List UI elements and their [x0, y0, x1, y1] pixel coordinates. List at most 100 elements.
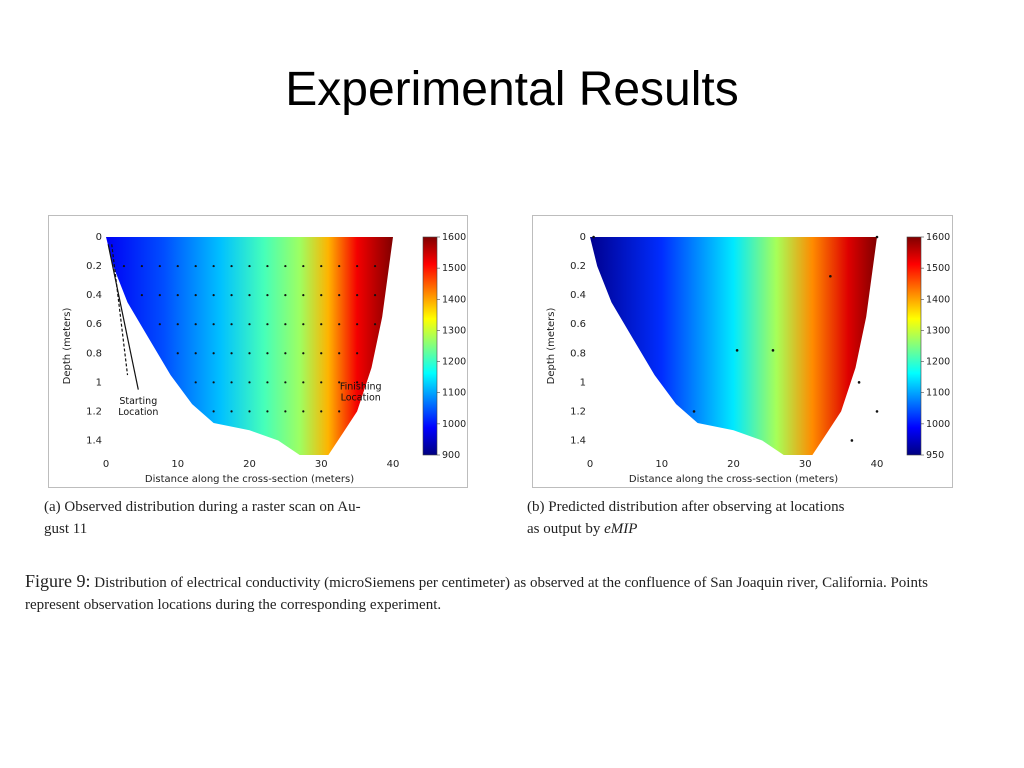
colorbar-tick-label: 950 — [926, 450, 944, 461]
observation-point — [338, 323, 341, 326]
observation-point — [356, 352, 359, 355]
observation-point — [248, 410, 251, 413]
observation-point — [302, 381, 305, 384]
observation-point — [320, 323, 323, 326]
observation-point — [284, 352, 287, 355]
colorbar-tick-label: 1300 — [926, 325, 950, 336]
observation-point — [850, 439, 854, 442]
starting-location-pointer-dashed — [111, 244, 129, 376]
y-tick-label: 0.8 — [570, 348, 586, 359]
observation-point — [248, 323, 251, 326]
colorbar-tick-label: 1500 — [442, 263, 466, 274]
y-tick-label: 0.6 — [86, 319, 102, 330]
observation-point — [302, 294, 305, 297]
slide-title: Experimental Results — [285, 63, 739, 116]
observation-point — [266, 294, 269, 297]
y-axis-label: Depth (meters) — [546, 308, 557, 385]
colorbar-tick-label: 1100 — [926, 388, 950, 399]
observation-point — [230, 381, 233, 384]
figure-text: Distribution of electrical conductivity … — [25, 575, 928, 613]
y-tick-label: 1 — [96, 377, 102, 388]
y-tick-label: 1.2 — [570, 406, 586, 417]
observation-point — [266, 410, 269, 413]
observation-point — [320, 352, 323, 355]
y-tick-label: 0 — [580, 232, 586, 243]
colorbar — [906, 236, 922, 456]
observation-point — [266, 323, 269, 326]
observation-point — [356, 294, 359, 297]
observation-point — [266, 381, 269, 384]
observation-point — [212, 352, 215, 355]
figure-caption: Figure 9: Distribution of electrical con… — [25, 570, 980, 616]
observation-point — [176, 264, 179, 268]
observation-point — [194, 294, 197, 297]
caption-b-line1: (b) Predicted distribution after observi… — [527, 499, 845, 515]
y-tick-label: 1 — [580, 377, 586, 388]
observation-point — [230, 352, 233, 355]
observation-point — [302, 410, 305, 413]
starting-location-pointer — [107, 244, 139, 390]
observation-point — [140, 294, 143, 297]
observation-point — [266, 352, 269, 355]
observation-point — [338, 352, 341, 355]
y-tick-label: 0.2 — [86, 261, 102, 272]
observation-point — [158, 294, 161, 297]
caption-b: (b) Predicted distribution after observi… — [527, 496, 959, 540]
observation-point — [194, 381, 197, 384]
y-axis-label: Depth (meters) — [62, 308, 73, 385]
observation-point — [230, 264, 233, 268]
colorbar-tick-label: 1000 — [926, 419, 950, 430]
x-tick-label: 10 — [655, 459, 668, 470]
colorbar-tick-label: 900 — [442, 450, 460, 461]
observation-point — [140, 264, 143, 268]
observation-point — [248, 381, 251, 384]
y-tick-label: 1.2 — [86, 406, 102, 417]
colorbar — [422, 236, 438, 456]
chart-predicted-distribution: 0 10 20 30 40 0 0.2 0.4 0.6 0.8 1 1.2 1.4 Distance al… — [532, 215, 953, 488]
y-tick-label: 0.8 — [86, 348, 102, 359]
observation-point — [266, 264, 269, 268]
observation-point — [356, 323, 359, 326]
observation-point — [320, 294, 323, 297]
observation-point — [302, 264, 305, 268]
observation-point — [338, 264, 341, 268]
observation-point — [212, 323, 215, 326]
observation-point — [829, 274, 832, 278]
caption-a-line1: (a) Observed distribution during a raste… — [44, 499, 361, 515]
observation-point — [320, 264, 323, 268]
caption-a: (a) Observed distribution during a raste… — [44, 496, 474, 540]
observation-point — [284, 410, 287, 413]
colorbar-tick-label: 1400 — [926, 294, 950, 305]
y-tick-label: 0.4 — [570, 290, 586, 301]
y-tick-label: 0.6 — [570, 319, 586, 330]
observation-point — [320, 381, 323, 384]
y-tick-label: 0 — [96, 232, 102, 243]
observation-point — [320, 410, 323, 413]
colorbar-tick-label: 1100 — [442, 388, 466, 399]
finishing-location-label: Finishing Location — [340, 382, 382, 404]
observation-point — [771, 349, 775, 352]
colorbar-tick-label: 1500 — [926, 263, 950, 274]
observation-point — [356, 381, 359, 384]
observation-point — [875, 235, 879, 239]
y-tick-label: 1.4 — [86, 435, 102, 446]
chart-observed-distribution: 0 10 20 30 40 0 0.2 0.4 0.6 0.8 1 1.2 1.4 Distance al… — [48, 215, 468, 488]
observation-point — [212, 264, 215, 268]
observation-point — [176, 352, 179, 355]
observation-point — [194, 352, 197, 355]
conductivity-field — [106, 237, 393, 455]
starting-location-label: Starting Location — [118, 396, 158, 418]
observation-point — [302, 323, 305, 326]
observation-point — [212, 294, 215, 297]
x-tick-label: 30 — [315, 459, 328, 470]
observation-point — [302, 352, 305, 355]
observation-point — [338, 381, 341, 384]
x-tick-label: 40 — [871, 459, 884, 470]
colorbar-tick-label: 1000 — [442, 419, 466, 430]
caption-b-line2: as output by — [527, 521, 605, 537]
observation-point — [230, 410, 233, 413]
observation-point — [194, 264, 197, 268]
observation-point — [212, 410, 215, 413]
colorbar-tick-label: 1600 — [442, 232, 466, 243]
observation-point — [212, 381, 215, 384]
